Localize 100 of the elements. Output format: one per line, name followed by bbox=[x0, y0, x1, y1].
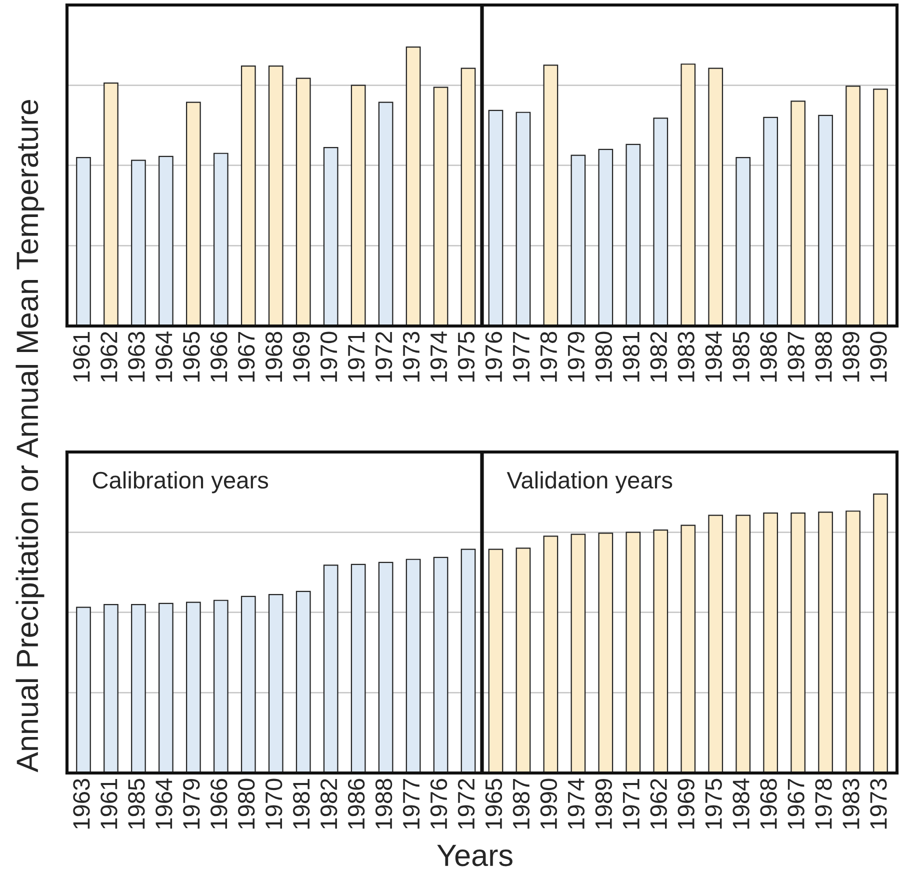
x-tick-label: 1971 bbox=[348, 332, 365, 382]
bar bbox=[763, 116, 778, 326]
bar bbox=[653, 118, 668, 326]
x-tick-label: 1987 bbox=[512, 779, 530, 829]
text: Calibration years bbox=[92, 471, 268, 494]
x-tick-label: 1976 bbox=[430, 778, 448, 829]
bar bbox=[158, 602, 174, 773]
bar bbox=[433, 556, 448, 773]
bar bbox=[708, 514, 724, 773]
bar bbox=[846, 86, 860, 326]
x-tick-label: 1985 bbox=[128, 778, 145, 829]
bar bbox=[296, 78, 311, 326]
x-tick-label: 1990 bbox=[540, 778, 558, 829]
bar bbox=[736, 156, 751, 326]
x-tick-label: 1965 bbox=[485, 778, 502, 829]
bar bbox=[131, 160, 146, 326]
x-tick-label: 1969 bbox=[292, 332, 310, 382]
x-tick-label: 1964 bbox=[156, 778, 172, 829]
x-tick-label: 1976 bbox=[485, 332, 502, 382]
x-tick-label: 1971 bbox=[622, 779, 640, 829]
x-tick-label: 1967 bbox=[788, 779, 804, 829]
bar bbox=[818, 114, 833, 326]
x-tick-label: 1981 bbox=[622, 332, 640, 382]
x-tick-label: 1984 bbox=[705, 332, 722, 382]
x-tick-label: 1973 bbox=[870, 778, 887, 829]
x-tick-label: 1982 bbox=[650, 332, 667, 382]
bar bbox=[516, 548, 531, 773]
bar bbox=[598, 148, 614, 326]
x-tick-label: 1964 bbox=[156, 332, 172, 382]
bar bbox=[433, 86, 448, 326]
x-tick-label: 1972 bbox=[458, 779, 475, 829]
bar bbox=[296, 590, 311, 773]
bar bbox=[570, 154, 586, 326]
bar bbox=[104, 604, 118, 773]
x-tick-label: 1970 bbox=[320, 332, 338, 382]
bar bbox=[570, 534, 586, 773]
x-tick-label: 1990 bbox=[870, 332, 887, 382]
x-tick-label: 1963 bbox=[73, 778, 90, 829]
bar bbox=[736, 514, 751, 773]
bar bbox=[378, 562, 394, 773]
x-tick-label: 1962 bbox=[650, 779, 667, 829]
x-tick-label: 1973 bbox=[402, 332, 420, 382]
x-tick-label: 1975 bbox=[705, 778, 722, 829]
bar bbox=[76, 156, 91, 326]
x-tick-label: 1981 bbox=[292, 779, 310, 829]
bar bbox=[488, 548, 504, 773]
bar bbox=[460, 68, 476, 326]
bar bbox=[598, 532, 614, 773]
bar bbox=[158, 156, 174, 326]
x-tick-label: 1969 bbox=[678, 778, 694, 829]
bar bbox=[680, 64, 696, 326]
bar bbox=[240, 66, 256, 326]
x-tick-label: 1986 bbox=[348, 778, 365, 829]
bar bbox=[846, 510, 860, 773]
bar bbox=[104, 82, 118, 326]
x-tick-label: 1985 bbox=[732, 332, 750, 382]
x-tick-label: 1978 bbox=[815, 778, 832, 829]
x-tick-label: 1988 bbox=[375, 778, 392, 829]
bar bbox=[213, 152, 228, 326]
x-tick-label: 1988 bbox=[815, 332, 832, 382]
x-tick-label: 1983 bbox=[678, 332, 694, 382]
x-tick-label: 1979 bbox=[568, 332, 585, 382]
bar bbox=[543, 536, 558, 773]
bar bbox=[323, 564, 338, 773]
x-tick-label: 1980 bbox=[238, 778, 255, 829]
x-tick-label: 1963 bbox=[128, 332, 145, 382]
x-tick-label: 1977 bbox=[512, 332, 530, 382]
bar bbox=[323, 146, 338, 326]
bar bbox=[790, 512, 806, 773]
bar bbox=[268, 594, 284, 773]
bar bbox=[818, 512, 833, 773]
bar bbox=[131, 604, 146, 773]
x-tick-label: 1979 bbox=[183, 778, 200, 829]
x-tick-label: 1966 bbox=[210, 778, 228, 829]
bar bbox=[543, 64, 558, 326]
bar bbox=[626, 144, 641, 326]
x-tick-label: 1965 bbox=[183, 332, 200, 382]
x-tick-label: 1968 bbox=[760, 778, 777, 829]
bar bbox=[488, 110, 504, 326]
x-tick-label: 1983 bbox=[842, 778, 860, 829]
x-tick-label: 1961 bbox=[73, 332, 90, 382]
x-tick-label: 1986 bbox=[760, 332, 777, 382]
bar bbox=[680, 524, 696, 773]
y-axis-title: Annual Precipitation or Annual Mean Temperature bbox=[16, 100, 44, 772]
x-tick-label: 1989 bbox=[595, 778, 612, 829]
x-tick-label: 1974 bbox=[430, 332, 448, 382]
bar bbox=[378, 102, 394, 326]
bar bbox=[460, 548, 476, 773]
bar bbox=[763, 512, 778, 773]
x-tick-label: 1978 bbox=[540, 332, 558, 382]
bar bbox=[406, 558, 421, 773]
x-tick-label: 1961 bbox=[100, 779, 118, 829]
bar bbox=[186, 102, 201, 326]
x-tick-label: 1987 bbox=[788, 332, 804, 382]
bar bbox=[213, 600, 228, 773]
bar bbox=[240, 596, 256, 773]
x-tick-label: 1968 bbox=[265, 332, 282, 382]
x-tick-label: 1972 bbox=[375, 332, 392, 382]
bar bbox=[186, 602, 201, 773]
bar bbox=[790, 100, 806, 326]
